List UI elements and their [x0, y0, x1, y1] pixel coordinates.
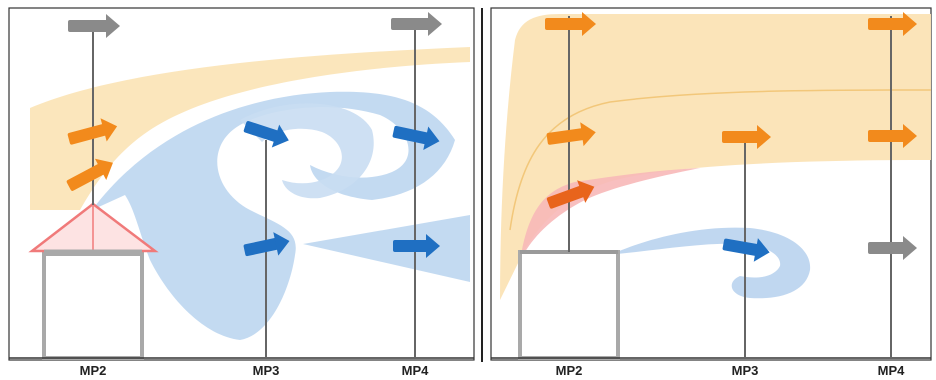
left-arrow-mp3-lower	[243, 232, 290, 257]
left-arrow-mp3-upper	[243, 121, 289, 148]
right-arrow-mp2-upper	[546, 122, 596, 147]
left-building-body	[42, 252, 144, 360]
left-recirculation-large	[92, 91, 455, 340]
right-label-mp3: MP3	[732, 363, 759, 378]
left-label-mp3: MP3	[253, 363, 280, 378]
left-speedup-zone	[30, 47, 470, 210]
left-panel: MP2 MP3 MP4	[8, 7, 475, 378]
right-arrow-mp4-upper	[868, 124, 917, 148]
left-arrow-mp2-top	[68, 14, 120, 38]
right-panel: MP2 MP3 MP4	[490, 7, 932, 378]
left-arrow-mp2-lower	[66, 158, 113, 191]
left-label-mp2: MP2	[80, 363, 107, 378]
left-label-mp4: MP4	[402, 363, 430, 378]
left-arrow-mp4-lower	[393, 234, 440, 258]
left-arrow-mp2-upper	[67, 118, 118, 145]
left-arrow-mp4-top	[391, 12, 442, 36]
right-label-mp2: MP2	[556, 363, 583, 378]
left-recirculation-mid	[240, 103, 374, 199]
right-building-body	[518, 250, 620, 360]
left-arrow-mp4-upper	[392, 125, 440, 151]
right-speedup-zone	[500, 14, 931, 300]
right-label-mp4: MP4	[878, 363, 906, 378]
right-arrow-mp2-top	[545, 12, 596, 36]
right-separation-zone	[522, 168, 700, 252]
left-building	[28, 202, 159, 360]
right-arrow-mp4-lower	[868, 236, 917, 260]
right-arrow-mp3-lower	[722, 238, 770, 262]
right-arrow-mp4-top	[868, 12, 917, 36]
left-recirculation-wedge	[303, 215, 470, 282]
right-arrow-mp2-lower	[546, 180, 595, 209]
right-speedup-contour	[509, 89, 932, 231]
right-arrow-mp3-upper	[722, 125, 771, 149]
right-building	[518, 250, 620, 360]
